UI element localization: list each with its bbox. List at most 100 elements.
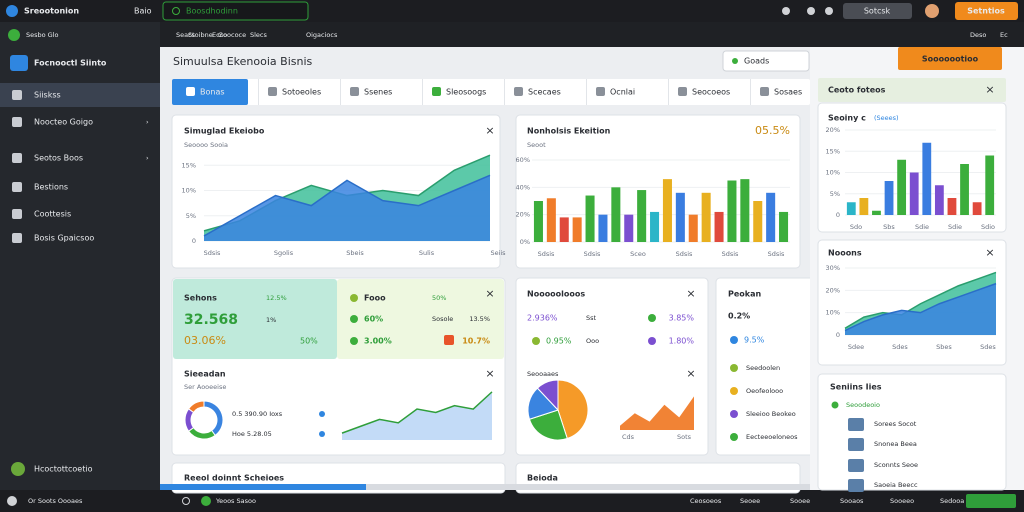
nav-icon — [12, 182, 22, 192]
x-tick-label: Sdie — [948, 223, 962, 231]
nav-item[interactable]: Bosis Gpaicsoo — [34, 234, 94, 243]
menu-item[interactable]: Baio — [134, 7, 152, 16]
search-box[interactable] — [162, 1, 309, 21]
nav-item[interactable]: Coottesis — [34, 210, 71, 219]
slice — [528, 409, 568, 441]
icon — [350, 337, 358, 345]
tab-icon — [596, 87, 605, 96]
list-item[interactable]: Snonea Beea — [874, 440, 917, 448]
sub-tab[interactable]: Slecs — [250, 31, 268, 39]
list-item[interactable]: Eecteeoeloneos — [746, 433, 798, 441]
nav-item[interactable]: Noocteo Goigo — [34, 118, 93, 127]
primary-button[interactable] — [955, 2, 1018, 20]
stat-item: 9.5% — [744, 336, 765, 345]
primary-button[interactable] — [898, 47, 1002, 70]
stat-item: Sst — [586, 314, 597, 322]
status-item[interactable]: Sooeeo — [890, 497, 914, 505]
tab[interactable]: Sotoeoles — [282, 88, 321, 97]
tab-divider — [586, 79, 587, 105]
bar — [897, 159, 907, 215]
list-item[interactable]: Sorees Socot — [874, 420, 917, 428]
list-item[interactable]: Seoodeoio — [846, 401, 880, 409]
tab[interactable]: Ssenes — [364, 88, 392, 97]
tab[interactable]: Sosaes — [774, 88, 802, 97]
nav-item[interactable]: Siiskss — [34, 91, 61, 100]
nav-item[interactable]: Bestions — [34, 183, 68, 192]
status-icon — [201, 496, 211, 506]
tab[interactable]: Ocnlai — [610, 88, 635, 97]
bar — [611, 187, 621, 242]
status-item[interactable]: Seoee — [740, 497, 760, 505]
tab-divider — [340, 79, 341, 105]
list-item[interactable]: Seedoolen — [746, 364, 780, 372]
y-tick-label: 5% — [830, 190, 840, 198]
tab[interactable]: Seocoeos — [692, 88, 730, 97]
y-tick-label: 15% — [826, 147, 840, 155]
bar — [701, 192, 711, 242]
sub-tab[interactable]: Stoibne — [188, 31, 213, 39]
brand-name: Focnooctl Siinto — [34, 59, 107, 68]
sub-menu-item[interactable]: Seacs — [176, 31, 196, 39]
list-item[interactable]: Saoeia Beecc — [874, 481, 918, 489]
sub-menu-item[interactable]: Ec — [1000, 31, 1008, 39]
button-label: Sooooootioo — [922, 55, 979, 64]
sub-tab[interactable]: Oigaciocs — [306, 31, 338, 39]
list-item[interactable]: Sleeioo Beokeo — [746, 410, 796, 418]
button-label: Setntios — [967, 7, 1005, 16]
tab-divider — [258, 79, 259, 105]
secondary-button[interactable] — [843, 3, 912, 19]
x-tick-label: Sulis — [419, 249, 435, 257]
tab-divider — [668, 79, 669, 105]
nav-footer[interactable]: Hcoctottcoetio — [34, 465, 93, 474]
tab[interactable]: Bonas — [200, 88, 225, 97]
chevron: › — [146, 118, 149, 126]
icon — [532, 337, 540, 345]
status-item[interactable]: Sooaos — [840, 497, 864, 505]
card-title: Seoiny c — [828, 114, 866, 123]
nav-item[interactable]: Seotos Boos — [34, 154, 83, 163]
stat-item: 0.2% — [728, 312, 750, 321]
status-item[interactable]: Ceosoeos — [690, 497, 722, 505]
sub-menu-item[interactable]: Deso — [970, 31, 986, 39]
close-icon: × — [686, 367, 695, 380]
y-tick-label: 0 — [836, 211, 840, 219]
stat-value: 32.568 — [184, 312, 238, 328]
tab-active[interactable] — [172, 79, 248, 105]
status-item[interactable]: Sedooa — [940, 497, 964, 505]
bar — [960, 164, 969, 215]
icon — [350, 294, 358, 302]
nav-icon — [12, 117, 22, 127]
y-tick-label: 20% — [826, 126, 840, 134]
tab[interactable]: Sleosoogs — [446, 88, 486, 97]
stat-item: 50% — [300, 337, 318, 346]
sub-tab[interactable]: Goococe — [218, 31, 246, 39]
thumbnail — [848, 479, 864, 492]
x-tick-label: Sbeis — [346, 249, 364, 257]
close-icon: × — [485, 124, 494, 137]
x-tick-label: Sdio — [981, 223, 995, 231]
card-title: Simuglad Ekeiobo — [184, 127, 265, 136]
scroll-thumb — [160, 484, 366, 490]
bar — [766, 192, 776, 242]
icon — [319, 411, 325, 417]
legend-text: 0.5 390.90 Ioxs — [232, 410, 283, 418]
bar — [884, 181, 894, 215]
card-subtitle: Ser Aooeeise — [184, 383, 226, 391]
x-tick-label: Sots — [677, 433, 692, 441]
close-icon: × — [985, 83, 994, 96]
tab[interactable]: Scecaes — [528, 88, 561, 97]
list-item[interactable]: Sconnts Seoe — [874, 461, 918, 469]
sub-menu-item[interactable]: Ecco — [212, 31, 227, 39]
status-item[interactable]: Sooee — [790, 497, 810, 505]
stat-change: 03.06% — [184, 334, 226, 347]
card-title: Nooooolooos — [527, 290, 585, 299]
list-item[interactable]: Oeofeolooo — [746, 387, 783, 395]
stat-item: 50% — [432, 294, 446, 302]
dropdown[interactable] — [722, 50, 810, 72]
icon — [319, 431, 325, 437]
icon — [648, 337, 656, 345]
x-tick-label: Sdie — [915, 223, 929, 231]
headline: 05.5% — [755, 124, 790, 137]
stat-item: 60% — [364, 315, 383, 324]
